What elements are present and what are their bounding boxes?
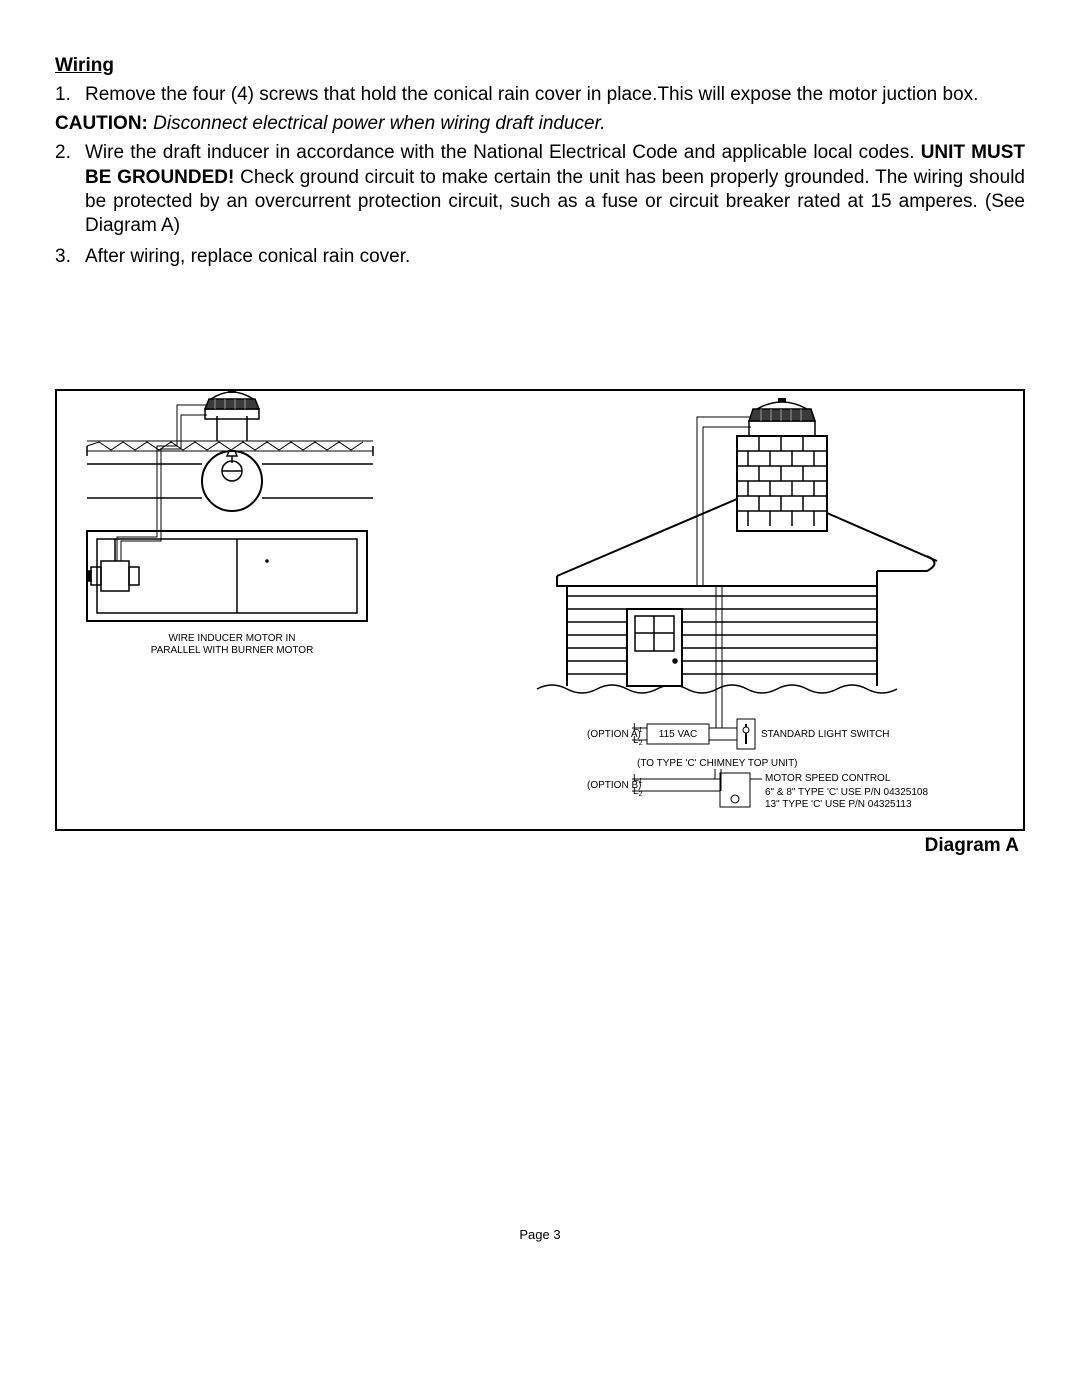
caution-label: CAUTION: xyxy=(55,113,148,134)
caution-msg: Disconnect electrical power when wiring … xyxy=(148,113,606,134)
left-illustration xyxy=(87,391,373,621)
svg-text:L1: L1 xyxy=(633,722,643,734)
left-caption-2: PARALLEL WITH BURNER MOTOR xyxy=(151,645,314,656)
motor-speed-label: MOTOR SPEED CONTROL xyxy=(765,773,891,784)
diagram-a-svg: WIRE INDUCER MOTOR IN PARALLEL WITH BURN… xyxy=(57,391,1023,829)
steps-list: Remove the four (4) screws that hold the… xyxy=(55,83,1025,107)
step-2-pre: Wire the draft inducer in accordance wit… xyxy=(85,142,921,163)
page-number: Page 3 xyxy=(55,1227,1025,1242)
caution-line: CAUTION: Disconnect electrical power whe… xyxy=(55,113,1025,135)
section-heading: Wiring xyxy=(55,55,1025,77)
step-1: Remove the four (4) screws that hold the… xyxy=(55,83,1025,107)
right-illustration xyxy=(537,398,937,721)
pn-line1: 6" & 8" TYPE 'C' USE P/N 04325108 xyxy=(765,787,928,798)
pn-line2: 13" TYPE 'C' USE P/N 04325113 xyxy=(765,799,912,810)
diagram-caption: Diagram A xyxy=(55,835,1025,857)
svg-text:L1: L1 xyxy=(633,773,643,785)
step-3: After wiring, replace conical rain cover… xyxy=(55,245,1025,269)
step-2: Wire the draft inducer in accordance wit… xyxy=(55,141,1025,238)
vac-label: 115 VAC xyxy=(659,729,698,740)
std-switch-label: STANDARD LIGHT SWITCH xyxy=(761,729,890,740)
left-caption-1: WIRE INDUCER MOTOR IN xyxy=(168,633,295,644)
to-type-c-label: (TO TYPE 'C' CHIMNEY TOP UNIT) xyxy=(637,758,798,769)
diagram-a-box: WIRE INDUCER MOTOR IN PARALLEL WITH BURN… xyxy=(55,389,1025,831)
steps-list-2: Wire the draft inducer in accordance wit… xyxy=(55,141,1025,269)
svg-text:L2: L2 xyxy=(633,735,643,747)
